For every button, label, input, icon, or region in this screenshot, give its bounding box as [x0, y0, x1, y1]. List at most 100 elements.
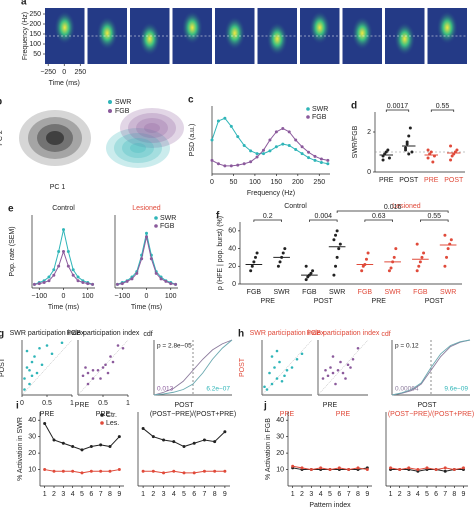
y-tick-label: 150 [29, 31, 41, 38]
point [319, 466, 323, 470]
legend-label: SWR [115, 99, 131, 106]
point [270, 382, 274, 386]
point [145, 235, 148, 239]
panel-letter: c [188, 95, 194, 106]
group-header: Control [284, 203, 307, 210]
spectral-blob [139, 22, 161, 56]
point [360, 269, 364, 273]
panel-letter: g [0, 329, 4, 340]
point [331, 371, 335, 375]
x-tick-label: 2 [398, 491, 402, 498]
y-tick-label: 40 [276, 417, 284, 424]
legend-marker [154, 216, 158, 220]
point [106, 371, 110, 375]
density-contour [144, 123, 160, 133]
point [45, 344, 49, 347]
legend-label: Ctr. [106, 412, 117, 419]
point [261, 152, 265, 156]
x-tick-label: 1 [141, 491, 145, 498]
subplot-title: Lesioned [132, 205, 161, 212]
point [52, 438, 56, 442]
point [280, 379, 284, 383]
point [25, 349, 29, 353]
point [99, 377, 102, 380]
point [443, 466, 447, 470]
point [71, 445, 75, 449]
point [216, 162, 220, 166]
x-tick-label: 5 [328, 491, 332, 498]
y-tick-label: 20 [28, 450, 36, 457]
point [28, 368, 31, 372]
legend-marker [108, 109, 112, 113]
annotation: 6.2e−07 [206, 386, 230, 393]
spectral-blob [436, 10, 458, 45]
x-tick-label: −250 [40, 69, 56, 76]
y-axis-label: POST [0, 357, 6, 377]
point [394, 247, 398, 251]
subplot-title: FGB participation index [67, 330, 140, 337]
x-tick-label: 2 [300, 491, 304, 498]
x-tick-label: 1 [43, 491, 47, 498]
diagonal [317, 339, 369, 396]
panel-letter: j [263, 401, 267, 412]
point [309, 271, 313, 275]
point [346, 363, 350, 367]
point [307, 156, 311, 160]
annotation: 0.00064 [395, 386, 419, 393]
point [387, 156, 391, 160]
x-tick-label: PRE [379, 177, 394, 184]
point [418, 260, 422, 264]
point [229, 164, 233, 168]
point [431, 160, 435, 164]
group-label: POST [314, 298, 334, 305]
x-tick-label: 3 [61, 491, 65, 498]
point [407, 134, 411, 138]
point [287, 143, 291, 147]
point [313, 154, 317, 158]
point [213, 440, 217, 444]
group-label: PRE [261, 298, 276, 305]
x-tick-label: 9 [365, 491, 369, 498]
point [275, 377, 279, 380]
x-tick-label: −100 [31, 293, 47, 300]
y-tick-label: 10 [276, 466, 284, 473]
x-tick-label: SWR [329, 289, 345, 296]
point [80, 471, 84, 475]
y-tick-label: 30 [28, 434, 36, 441]
x-tick-label: 7 [347, 491, 351, 498]
point [341, 371, 345, 375]
point [404, 148, 408, 152]
point [108, 469, 112, 473]
density-contour [130, 143, 146, 153]
legend-marker [154, 224, 158, 228]
x-axis-label: PRE [280, 411, 295, 418]
y-axis-label: % Activation in FGB [265, 418, 272, 480]
point [300, 152, 304, 156]
point [66, 264, 70, 268]
x-axis-label: Time (ms) [131, 304, 162, 311]
x-tick-label: 0 [62, 69, 66, 76]
point [99, 469, 103, 473]
density-contour [122, 138, 154, 158]
point [71, 469, 75, 473]
density-contour [106, 128, 170, 168]
x-tick-label: POST [399, 177, 419, 184]
point [381, 158, 385, 162]
point [285, 368, 289, 372]
point [274, 145, 278, 149]
y-tick-label: 30 [276, 434, 284, 441]
legend-marker [100, 413, 104, 417]
point [328, 468, 332, 472]
y-axis-label: cdf [143, 331, 152, 338]
point [335, 255, 339, 259]
point [263, 385, 266, 389]
x-tick-label: 250 [313, 179, 325, 186]
point [62, 250, 65, 253]
x-tick-label: 1 [389, 491, 393, 498]
point [449, 238, 453, 242]
point [210, 158, 214, 162]
point [426, 156, 430, 160]
significance-bracket [336, 210, 449, 213]
x-tick-label: 5 [425, 491, 429, 498]
